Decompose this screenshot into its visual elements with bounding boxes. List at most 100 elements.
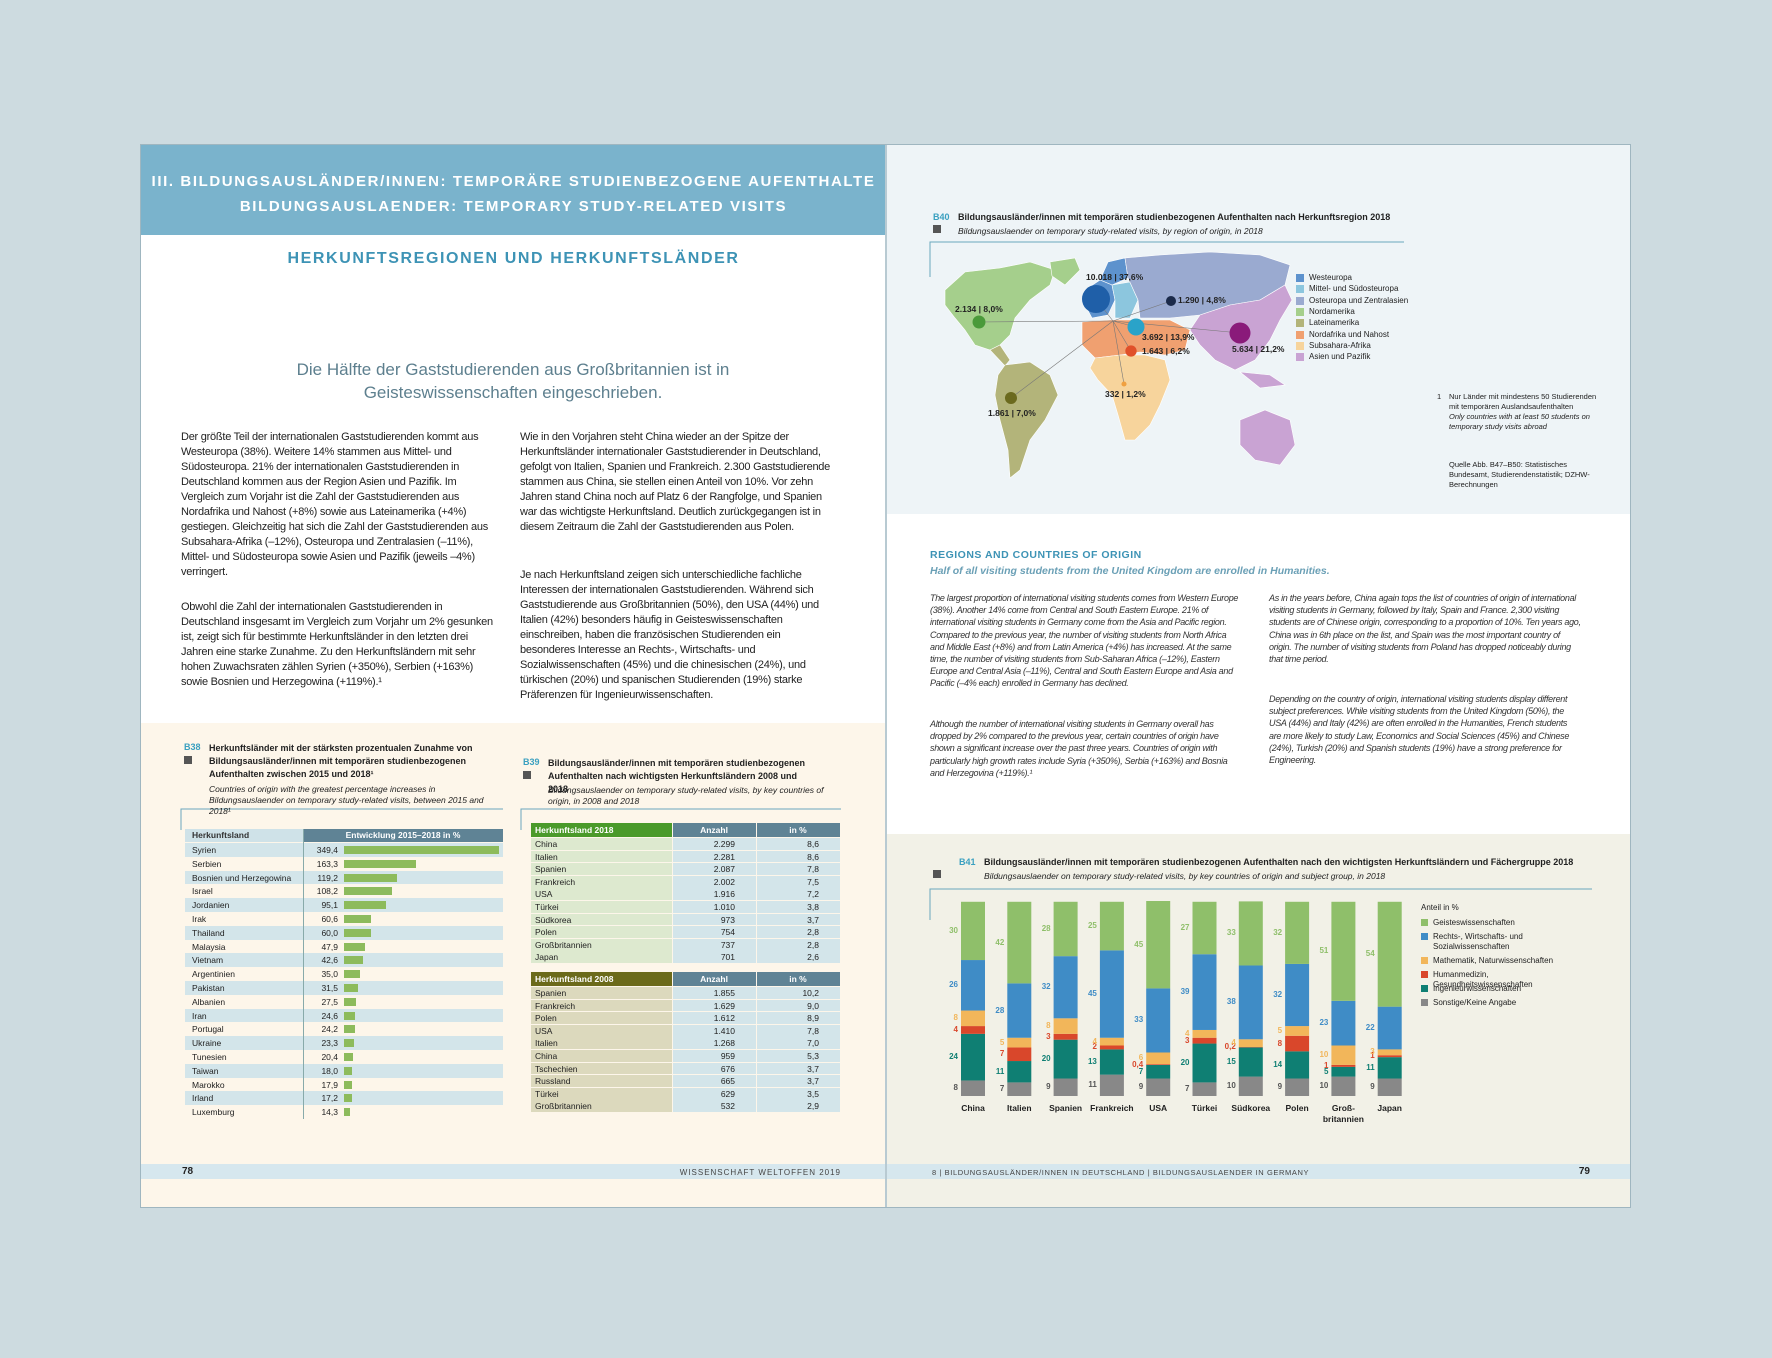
legend-swatch bbox=[1296, 274, 1304, 282]
body-paragraph: Depending on the country of origin, inte… bbox=[1269, 694, 1570, 766]
table-cell-text: Frankreich bbox=[535, 876, 576, 887]
table-cell bbox=[531, 951, 672, 964]
chart-title: Bildungsausländer/innen mit temporären s… bbox=[958, 212, 1391, 222]
legend-title: Anteil in % bbox=[1421, 903, 1459, 912]
leader-line bbox=[1010, 320, 1114, 399]
table-cell-text: Polen bbox=[535, 927, 557, 938]
body-paragraph: The largest proportion of international … bbox=[930, 593, 1239, 689]
bar-segment bbox=[1377, 901, 1402, 1007]
table-cell-text: USA bbox=[535, 889, 553, 900]
table-cell bbox=[531, 913, 672, 926]
segment-label: 10 bbox=[1319, 1081, 1329, 1091]
bar-segment bbox=[1053, 901, 1078, 957]
table-header-cell bbox=[673, 823, 756, 837]
legend-swatch bbox=[1296, 307, 1304, 316]
x-tick-label: Türkei bbox=[1191, 1103, 1218, 1113]
bar bbox=[344, 846, 499, 854]
bar-segment bbox=[1007, 1061, 1032, 1083]
column-header: Entwicklung 2015–2018 in % bbox=[345, 830, 461, 840]
bar-segment bbox=[1146, 1052, 1171, 1065]
bar-segment bbox=[1053, 1033, 1078, 1040]
legend-swatch bbox=[1421, 933, 1428, 940]
table-cell-text: Südkorea bbox=[535, 914, 572, 925]
table-cell-text: 665 bbox=[720, 1076, 735, 1087]
bubble-label: 2.134 | 8,0% bbox=[955, 304, 1003, 314]
download-icons bbox=[184, 225, 941, 878]
bar-segment bbox=[1377, 1055, 1402, 1058]
table-cell bbox=[531, 1075, 672, 1087]
table-cell bbox=[531, 888, 672, 901]
table-cell bbox=[673, 1062, 756, 1075]
segment-label: 7 bbox=[999, 1049, 1005, 1059]
chart-subtitle: Countries of origin with the greatest pe… bbox=[209, 784, 484, 816]
bar bbox=[344, 915, 371, 923]
x-tick-label: Frankreich bbox=[1090, 1103, 1134, 1113]
table-cell bbox=[673, 1100, 756, 1113]
bar-segment bbox=[1238, 901, 1263, 966]
bar bbox=[344, 901, 387, 910]
table-cell-text: 1.855 bbox=[713, 988, 735, 998]
table-cell-text: 2,9 bbox=[807, 1101, 819, 1112]
table-cell-text: 2,6 bbox=[807, 952, 819, 963]
bubble-label: 3.692 | 13,9% bbox=[1142, 332, 1195, 342]
x-tick-label: Polen bbox=[1285, 1103, 1309, 1113]
segment-label: 9 bbox=[1138, 1082, 1144, 1092]
table-cell-text: Frankreich bbox=[535, 1000, 576, 1011]
table-cell-text: Russland bbox=[535, 1076, 571, 1087]
bar-segment bbox=[1285, 963, 1310, 1027]
table-cell-text: Großbritannien bbox=[535, 939, 592, 950]
bar-segment bbox=[1331, 1045, 1356, 1065]
segment-label: 1 bbox=[1323, 1060, 1329, 1070]
segment-label: 4 bbox=[953, 1024, 958, 1034]
x-tick-label: Südkorea bbox=[1231, 1103, 1271, 1113]
legend-swatch bbox=[1421, 985, 1428, 992]
value-label: 108,2 bbox=[316, 886, 338, 897]
bar-segment bbox=[1007, 983, 1032, 1038]
bar bbox=[344, 1094, 352, 1103]
bar-segment bbox=[961, 960, 985, 1011]
segment-label: 8 bbox=[1046, 1021, 1051, 1031]
table-cell-text: 2,8 bbox=[807, 927, 819, 938]
table-cell bbox=[531, 1050, 672, 1062]
bar bbox=[344, 1066, 352, 1075]
footnote-text-en: Only countries with at least 50 students… bbox=[1449, 412, 1590, 431]
table-cell-text: 2.087 bbox=[713, 864, 735, 875]
table-cell-text: 8,9 bbox=[807, 1013, 819, 1024]
country-label: Pakistan bbox=[192, 983, 225, 993]
bar bbox=[344, 928, 371, 937]
legend-label: Mittel- und Südosteuropa bbox=[1309, 284, 1399, 294]
country-label: Taiwan bbox=[192, 1065, 219, 1076]
bar-segment bbox=[1285, 1035, 1310, 1052]
bubble-label: 10.018 | 37,6% bbox=[1086, 272, 1144, 282]
table-cell-text: Tschechien bbox=[535, 1063, 578, 1074]
segment-label: 6 bbox=[1138, 1053, 1144, 1063]
right-footer-band bbox=[886, 1164, 1630, 1179]
table-cell-text: Italien bbox=[535, 1038, 558, 1049]
footnote-marker: 1 bbox=[1437, 392, 1442, 401]
bar-segment bbox=[1007, 1037, 1032, 1048]
table-cell bbox=[673, 863, 756, 875]
table-cell bbox=[757, 1024, 840, 1037]
segment-label: 24 bbox=[949, 1052, 958, 1062]
column-header: Herkunftsland 2018 bbox=[535, 825, 614, 835]
country-label: Portugal bbox=[192, 1024, 224, 1035]
table-cell bbox=[757, 913, 840, 926]
table-cell bbox=[673, 1050, 756, 1062]
table-header-cell bbox=[303, 829, 503, 842]
table-cell bbox=[673, 951, 756, 964]
segment-label: 9 bbox=[1046, 1082, 1051, 1092]
table-cell-text: 2.002 bbox=[713, 876, 735, 887]
value-label: 27,5 bbox=[321, 996, 338, 1007]
table-cell bbox=[531, 938, 672, 951]
column-divider bbox=[303, 829, 304, 1119]
table-cell-text: 5,3 bbox=[807, 1051, 819, 1061]
bar-segment bbox=[1007, 901, 1032, 984]
table-cell bbox=[757, 1100, 840, 1113]
central-america bbox=[989, 344, 1011, 367]
value-label: 95,1 bbox=[321, 900, 338, 911]
table-header-cell bbox=[531, 823, 672, 837]
left-footer-band bbox=[141, 1164, 886, 1179]
segment-label: 7 bbox=[1185, 1084, 1190, 1094]
value-label: 47,9 bbox=[321, 941, 338, 952]
table-cell bbox=[531, 863, 672, 875]
